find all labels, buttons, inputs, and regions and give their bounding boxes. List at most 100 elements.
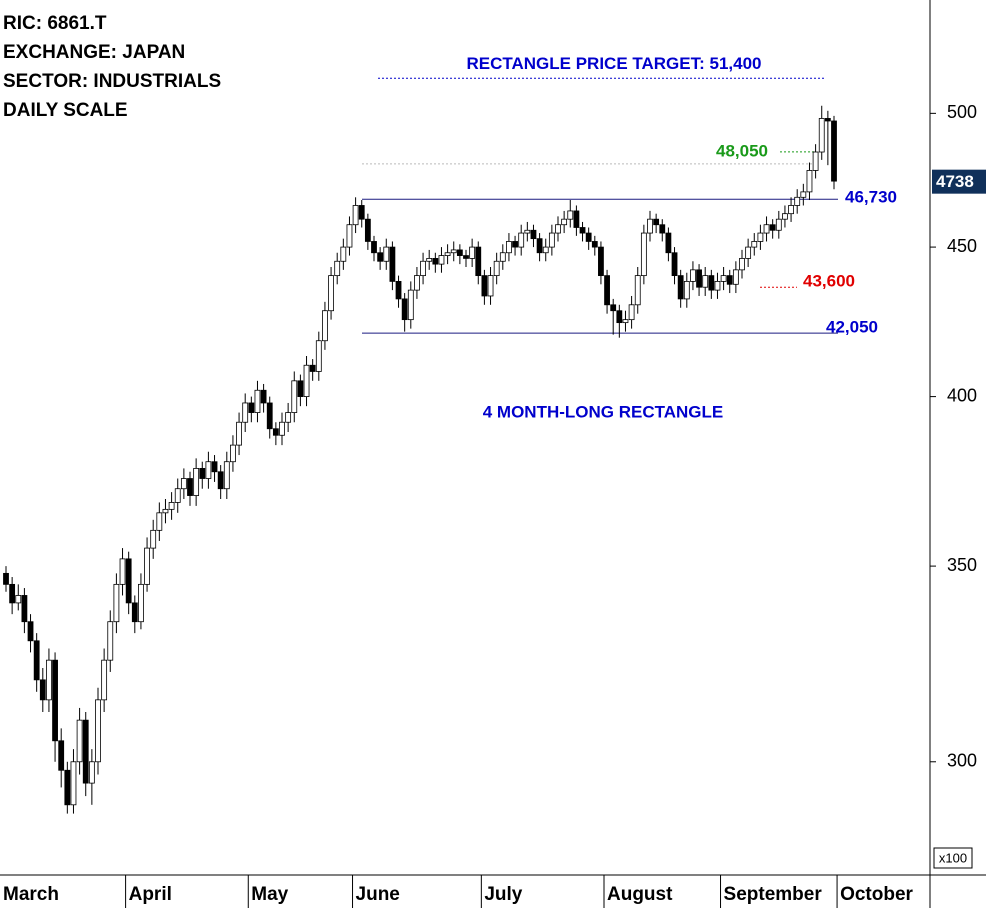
y-tick-label: 400 <box>947 385 977 405</box>
candle-body <box>456 249 463 256</box>
candle-body <box>683 280 690 300</box>
candle-body <box>113 583 120 623</box>
candle-body <box>763 224 770 234</box>
candle-body <box>579 227 586 234</box>
candle-body <box>757 232 764 242</box>
candle-body <box>70 761 77 806</box>
candle-body <box>15 595 22 604</box>
candle-body <box>187 478 193 496</box>
candle-body <box>309 364 316 372</box>
y-tick-label: 300 <box>947 751 977 771</box>
candle-body <box>9 583 16 604</box>
candle-body <box>297 380 304 397</box>
candle-body <box>39 679 46 701</box>
candle-body <box>88 761 95 784</box>
candle-body <box>610 304 617 312</box>
candle-body <box>463 255 469 259</box>
candle-body <box>812 151 819 171</box>
candle-body <box>530 229 537 240</box>
candle-body <box>95 699 101 763</box>
month-label: September <box>724 884 823 905</box>
candle-body <box>524 229 531 234</box>
last-price-label: 4738 <box>936 172 974 191</box>
candle-body <box>119 558 126 585</box>
candle-body <box>205 461 212 479</box>
info-line: DAILY SCALE <box>3 100 128 121</box>
candle-body <box>659 224 666 234</box>
y-tick-label: 500 <box>947 102 977 122</box>
candle-body <box>174 488 181 503</box>
month-label: March <box>3 884 59 905</box>
candle-body <box>328 275 334 312</box>
candle-body <box>806 170 813 193</box>
info-line: RIC: 6861.T <box>3 13 107 34</box>
candle-body <box>696 269 702 288</box>
candle-body <box>27 621 34 642</box>
candle-body <box>512 241 518 248</box>
candle-body <box>548 232 555 248</box>
info-line: EXCHANGE: JAPAN <box>3 42 185 63</box>
candle-body <box>444 252 451 256</box>
candle-body <box>794 196 801 206</box>
candle-body <box>775 218 782 231</box>
candle-body <box>518 232 525 248</box>
candle-body <box>401 298 408 321</box>
level-label: 43,600 <box>803 272 855 291</box>
candle-body <box>732 269 739 285</box>
candle-body <box>788 205 794 215</box>
candle-body <box>647 218 653 234</box>
pattern-label: 4 MONTH-LONG RECTANGLE <box>483 402 724 421</box>
level-label: 48,050 <box>716 141 768 160</box>
candle-body <box>315 340 322 372</box>
candle-body <box>21 595 28 623</box>
candle-body <box>371 241 377 254</box>
candle-body <box>303 364 310 397</box>
candle-body <box>138 583 144 623</box>
month-label: June <box>356 884 400 905</box>
candle-body <box>352 205 359 226</box>
candle-body <box>493 260 500 277</box>
candle-body <box>561 218 568 226</box>
candle-body <box>702 275 709 288</box>
candle-body <box>33 640 40 681</box>
candle-body <box>677 275 684 300</box>
candle-body <box>542 246 549 254</box>
candle-body <box>125 558 132 604</box>
candle-body <box>585 232 592 242</box>
candle-body <box>254 389 261 413</box>
candle-body <box>573 210 580 228</box>
candle-body <box>377 252 384 262</box>
candle-body <box>3 572 9 585</box>
info-line: SECTOR: INDUSTRIALS <box>3 71 221 92</box>
candle-body <box>616 310 623 324</box>
candle-body <box>499 252 506 262</box>
candle-body <box>818 118 825 153</box>
candle-body <box>420 260 426 277</box>
candle-body <box>364 218 371 242</box>
y-tick-label: 450 <box>947 236 977 256</box>
candle-body <box>52 659 58 742</box>
candle-body <box>536 238 543 254</box>
candle-body <box>622 319 629 324</box>
candle-body <box>824 118 831 122</box>
candle-body <box>168 502 175 510</box>
candle-body <box>131 602 138 623</box>
month-label: July <box>484 884 522 905</box>
candle-body <box>739 258 745 271</box>
candle-body <box>751 241 758 248</box>
candle-body <box>248 402 255 413</box>
target-label: RECTANGLE PRICE TARGET: 51,400 <box>466 54 761 73</box>
candle-body <box>82 719 89 784</box>
month-label: August <box>607 884 673 905</box>
unit-label: x100 <box>939 850 967 865</box>
candle-body <box>438 255 445 265</box>
candle-body <box>389 246 396 282</box>
candle-body <box>180 478 187 490</box>
candle-body <box>279 421 285 436</box>
candle-body <box>217 471 224 490</box>
candle-body <box>432 258 439 265</box>
level-label: 46,730 <box>845 188 897 207</box>
candle-body <box>144 547 150 585</box>
candle-body <box>193 468 200 496</box>
